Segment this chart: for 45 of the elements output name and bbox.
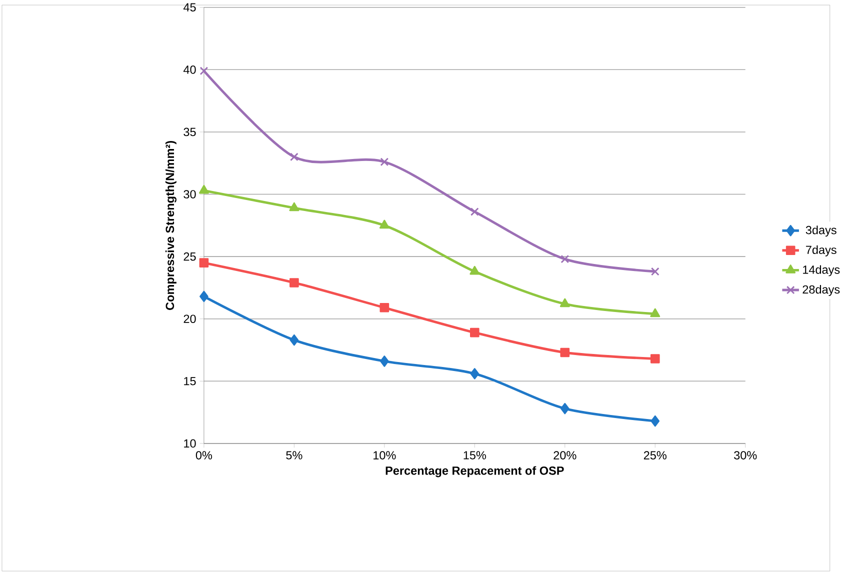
point bbox=[380, 356, 389, 367]
point bbox=[379, 220, 390, 229]
point bbox=[560, 298, 570, 308]
legend-label: 3days bbox=[806, 226, 836, 237]
y-tick-label: 20 bbox=[184, 314, 196, 324]
x-tick-label: 25% bbox=[644, 451, 666, 460]
y-tick-label: 10 bbox=[184, 439, 196, 448]
legend-label: 28days bbox=[802, 285, 840, 296]
legend-label: 14days bbox=[803, 265, 840, 276]
point bbox=[290, 278, 299, 288]
x-tick-label: 20% bbox=[554, 451, 576, 460]
point bbox=[199, 258, 209, 268]
y-tick-label: 40 bbox=[183, 65, 196, 74]
point bbox=[650, 354, 660, 364]
y-tick-label: 35 bbox=[184, 128, 196, 136]
y-tick-label: 15 bbox=[184, 377, 196, 386]
y-tick-label: 45 bbox=[183, 3, 196, 12]
point bbox=[560, 348, 570, 358]
y-axis-title: Compressive Strength(N/mm²) bbox=[165, 140, 176, 310]
x-tick-label: 5% bbox=[286, 451, 302, 460]
point bbox=[650, 308, 660, 318]
x-tick-label: 30% bbox=[734, 451, 757, 460]
x-tick-label: 0% bbox=[196, 451, 212, 460]
point bbox=[470, 328, 480, 338]
point bbox=[198, 184, 209, 194]
point bbox=[650, 415, 660, 427]
point bbox=[380, 158, 389, 166]
y-tick-label: 25 bbox=[184, 252, 196, 261]
point bbox=[200, 66, 208, 76]
point bbox=[470, 368, 480, 380]
point bbox=[650, 267, 660, 276]
point bbox=[290, 334, 299, 346]
y-tick-label: 30 bbox=[184, 190, 196, 198]
point bbox=[560, 402, 570, 414]
point bbox=[290, 152, 298, 162]
x-tick-label: 15% bbox=[464, 451, 486, 460]
legend-label: 7days bbox=[806, 245, 836, 256]
point bbox=[560, 254, 570, 264]
point bbox=[289, 202, 300, 212]
point bbox=[200, 290, 208, 302]
point bbox=[470, 266, 480, 275]
point bbox=[470, 207, 479, 216]
point bbox=[380, 302, 390, 312]
x-axis-title: Percentage Repacement of OSP bbox=[386, 466, 564, 478]
x-tick-label: 10% bbox=[374, 451, 396, 460]
